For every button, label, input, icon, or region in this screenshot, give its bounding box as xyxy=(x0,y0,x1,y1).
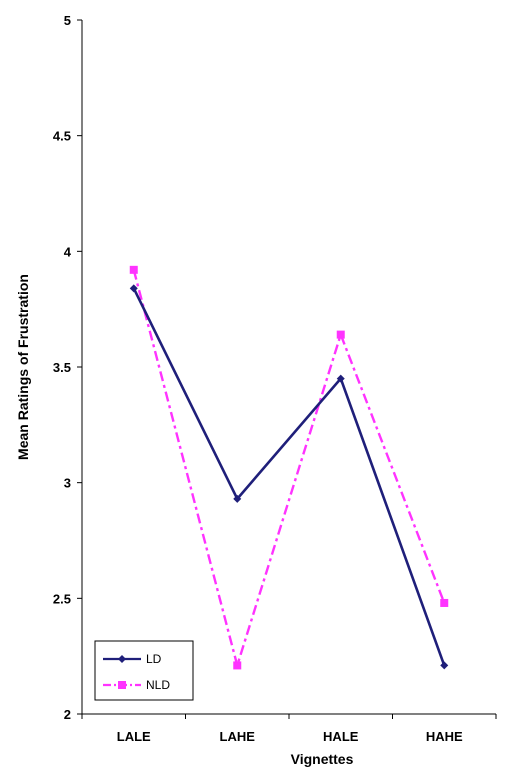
data-point-ld xyxy=(336,374,345,383)
x-tick-label: HAHE xyxy=(426,729,463,744)
x-tick-label: LALE xyxy=(117,729,151,744)
legend-item-ld: LD xyxy=(103,652,162,666)
data-point-nld xyxy=(440,598,449,607)
y-tick-label: 3.5 xyxy=(53,360,71,375)
data-point-ld xyxy=(440,661,449,670)
series-line-nld xyxy=(132,269,446,667)
legend-box xyxy=(94,640,194,701)
y-tick-label: 3 xyxy=(64,476,71,491)
series-layer xyxy=(129,265,449,670)
data-point-nld xyxy=(129,265,138,274)
legend: LD NLD xyxy=(94,640,194,701)
data-point-ld xyxy=(129,284,138,293)
legend-label: NLD xyxy=(146,678,170,692)
y-tick-label: 4 xyxy=(64,244,72,259)
x-tick-label: LAHE xyxy=(220,729,256,744)
legend-item-nld: NLD xyxy=(103,678,170,692)
data-point-nld xyxy=(233,661,242,670)
x-tick-label: HALE xyxy=(323,729,359,744)
legend-label: LD xyxy=(146,652,162,666)
y-ticks: 2 2.5 3 3.5 4 4.5 5 xyxy=(53,13,82,722)
series-nld xyxy=(129,265,449,670)
legend-swatch-marker xyxy=(118,655,126,663)
y-axis-title: Mean Ratings of Frustration xyxy=(15,274,31,460)
series-line-ld xyxy=(132,287,446,666)
y-tick-label: 4.5 xyxy=(53,129,71,144)
y-tick-label: 2.5 xyxy=(53,591,71,606)
y-tick-label: 2 xyxy=(64,707,71,722)
legend-swatch-marker xyxy=(118,681,126,689)
y-tick-label: 5 xyxy=(64,13,71,28)
data-point-ld xyxy=(233,494,242,503)
data-point-nld xyxy=(336,330,345,339)
axes xyxy=(81,20,496,715)
series-ld xyxy=(129,284,449,670)
x-ticks: LALE LAHE HALE HAHE xyxy=(81,714,497,744)
x-axis-title: Vignettes xyxy=(291,751,354,767)
